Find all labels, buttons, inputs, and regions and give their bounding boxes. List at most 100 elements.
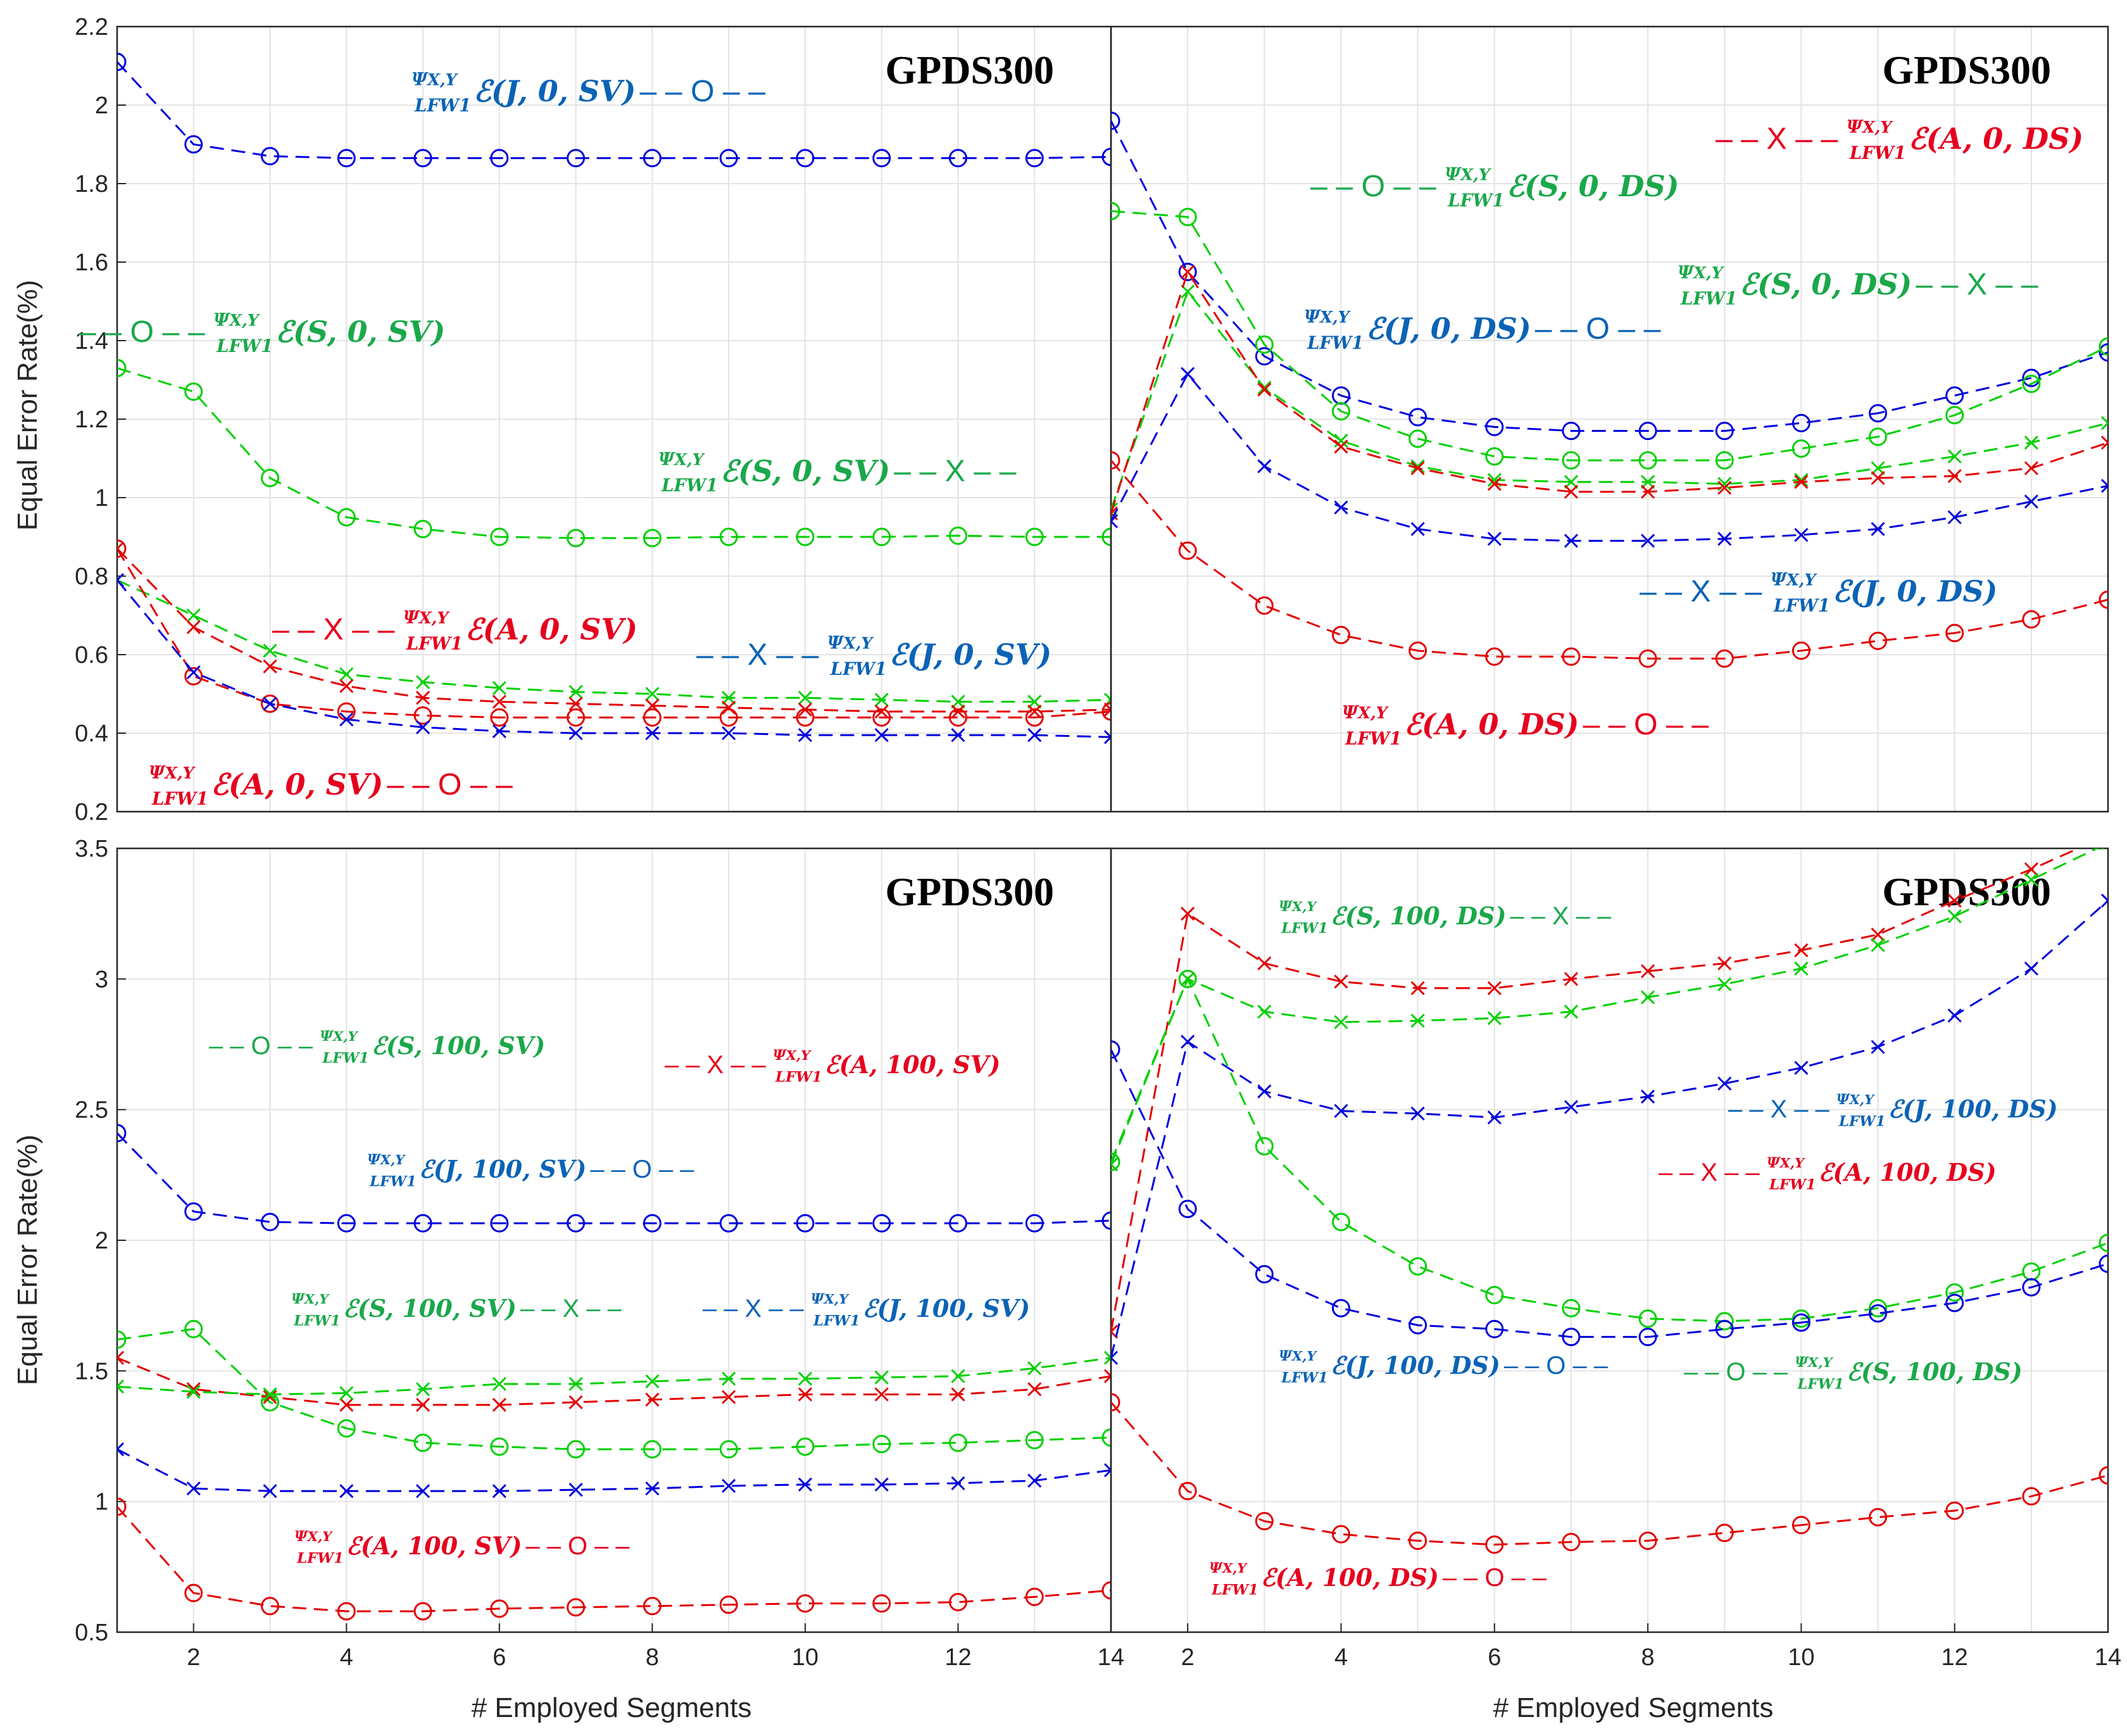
panel-title: GPDS300	[885, 869, 1054, 914]
series-layer	[1111, 848, 2108, 1554]
legend-sup: X,Y	[1779, 1155, 1805, 1171]
data-point-circle	[1111, 451, 1120, 470]
data-point-cross	[186, 620, 201, 634]
x-tick-label: 6	[493, 1644, 506, 1671]
data-point-circle	[261, 1212, 280, 1231]
data-point-circle	[948, 708, 967, 727]
data-point-cross	[1334, 500, 1348, 515]
data-point-cross	[117, 1350, 125, 1365]
y-tick-label: 0.4	[75, 720, 108, 747]
legend-psi: Ψ	[811, 1291, 825, 1307]
data-point-circle	[567, 708, 586, 727]
legend-sub: LFW1	[296, 1550, 344, 1566]
data-point-cross	[263, 1484, 277, 1499]
data-point-circle	[1562, 422, 1581, 441]
data-point-circle	[1869, 427, 1888, 446]
legend-sup: X,Y	[785, 1047, 812, 1063]
data-point-cross	[2024, 961, 2038, 976]
data-point-cross	[874, 1477, 889, 1492]
data-point-circle	[2022, 610, 2041, 629]
data-point-circle	[719, 708, 738, 727]
data-point-circle	[413, 149, 432, 168]
data-point-circle	[184, 1319, 203, 1338]
legend-marker: – – X – –	[665, 1051, 773, 1079]
data-point-cross	[1794, 473, 1809, 487]
data-point-circle	[643, 149, 662, 168]
data-point-circle	[490, 1599, 509, 1618]
data-point-circle	[1178, 1199, 1197, 1218]
data-point-circle	[1178, 541, 1197, 560]
y-tick-label: 1	[95, 1489, 108, 1516]
data-point-cross	[951, 704, 965, 719]
data-point-cross	[416, 675, 430, 689]
data-point-circle	[1178, 208, 1197, 227]
data-point-circle	[796, 527, 815, 546]
x-axis-label-right: # Employed Segments	[1493, 1692, 1774, 1723]
y-tick-label: 3.5	[75, 836, 108, 862]
legend-entry: ΨX,Y LFW1ℰ(J, 0, SV) – – O – –	[411, 69, 765, 116]
data-point-cross	[568, 1395, 583, 1409]
data-point-circle	[1255, 1512, 1274, 1531]
data-point-circle	[872, 708, 891, 727]
data-point-cross	[1717, 956, 1732, 971]
data-point-cross	[339, 679, 354, 693]
data-point-cross	[1641, 484, 1655, 499]
legend-psi: Ψ	[658, 449, 675, 470]
legend-label: ℰ(A, 100, DS)	[1819, 1158, 1997, 1186]
legend-label: ℰ(S, 0, DS)	[1507, 169, 1679, 203]
data-point-cross	[339, 1386, 354, 1400]
data-point-circle	[2099, 590, 2108, 609]
data-point-circle	[1025, 527, 1044, 546]
data-point-circle	[1715, 1312, 1734, 1331]
data-point-circle	[1945, 386, 1964, 405]
legend-sup: X,Y	[842, 634, 874, 653]
data-point-circle	[1715, 1319, 1734, 1338]
data-point-cross	[951, 1369, 965, 1383]
series-line	[1111, 1049, 2108, 1338]
data-point-circle	[1638, 1328, 1657, 1347]
data-point-cross	[263, 1387, 277, 1402]
data-point-cross	[798, 728, 812, 743]
legend-psi: Ψ	[773, 1047, 787, 1064]
data-point-cross	[1103, 1369, 1111, 1383]
panel-bottom-left: 0.5 1 1.5 2 2.5 3 3.5 2 4 6 8 10 12 14 GPDS300 – – O – …	[75, 836, 1124, 1671]
legend-sup: X,Y	[1459, 165, 1491, 184]
data-point-circle	[1869, 1304, 1888, 1323]
data-point-circle	[1562, 1533, 1581, 1552]
legend-sup: X,Y	[823, 1291, 850, 1307]
data-point-cross	[645, 1392, 660, 1407]
data-point-cross	[1947, 1009, 1962, 1023]
data-point-cross	[416, 1484, 430, 1499]
data-point-cross	[1257, 1084, 1272, 1098]
data-point-circle	[1111, 201, 1120, 220]
data-point-cross	[1410, 461, 1425, 475]
data-point-circle	[184, 382, 203, 401]
legend-sub: LFW1	[1447, 190, 1504, 211]
data-point-circle	[1945, 624, 1964, 643]
data-point-cross	[798, 1387, 812, 1402]
data-point-cross	[2100, 416, 2108, 431]
legend-sub: LFW1	[661, 475, 718, 496]
data-point-circle	[184, 1583, 203, 1602]
legend-marker: – – O – –	[1583, 707, 1709, 741]
data-point-cross	[1334, 439, 1348, 454]
data-point-circle	[872, 149, 891, 168]
legend-sub: LFW1	[813, 1312, 860, 1329]
data-point-cross	[1794, 527, 1809, 542]
data-point-cross	[1181, 1035, 1195, 1049]
data-point-cross	[2024, 436, 2038, 450]
legend-psi: Ψ	[1279, 898, 1293, 915]
legend-sup: X,Y	[1221, 1560, 1248, 1576]
data-point-cross	[1641, 990, 1655, 1005]
data-point-cross	[263, 659, 277, 674]
data-point-circle	[261, 469, 280, 487]
legend-label: ℰ(S, 0, SV)	[275, 315, 445, 349]
y-tick-label: 1.5	[75, 1358, 108, 1385]
data-point-cross	[2024, 494, 2038, 509]
legend-sup: X,Y	[1692, 263, 1724, 282]
legend-psi: Ψ	[294, 1528, 309, 1545]
data-point-cross	[951, 695, 965, 709]
data-point-circle	[1331, 402, 1350, 421]
legend-label: ℰ(J, 100, SV)	[419, 1155, 587, 1183]
